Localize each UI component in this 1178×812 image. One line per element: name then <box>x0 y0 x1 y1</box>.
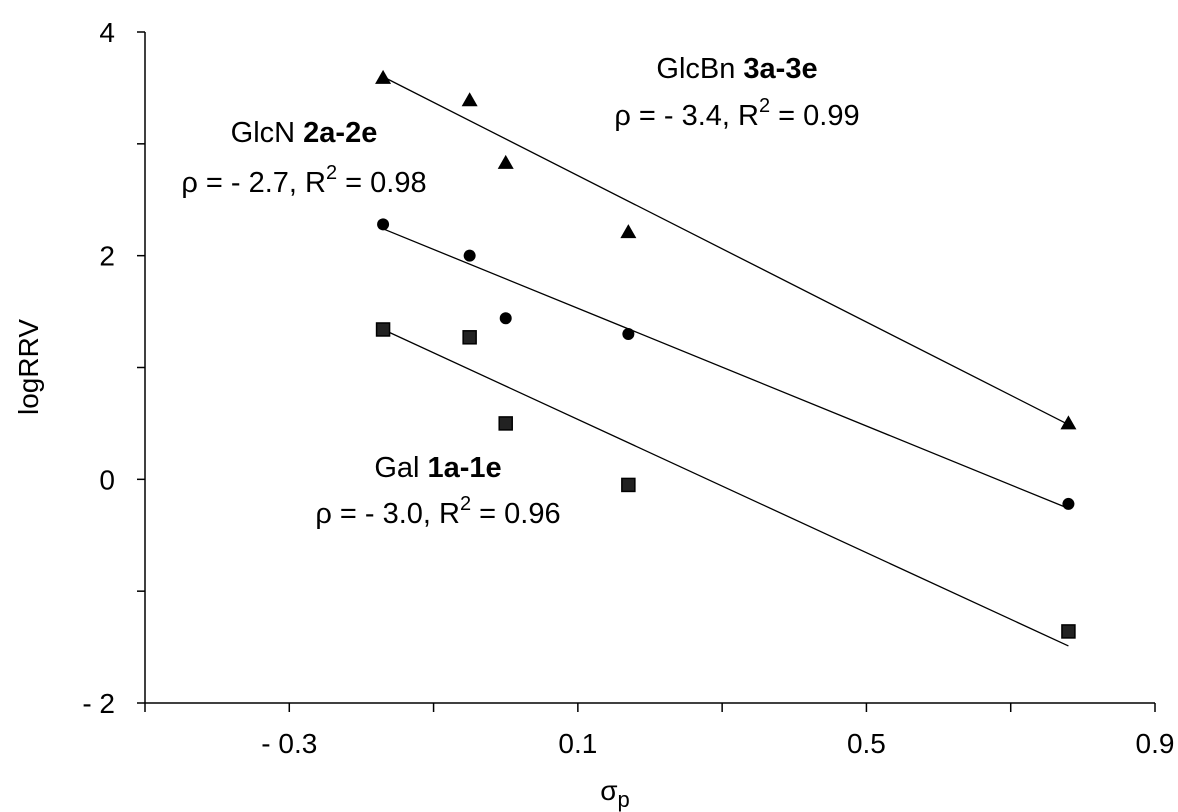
point-glcn <box>463 249 476 262</box>
annotation-glcbn-name: GlcBn 3a-3e <box>656 53 817 85</box>
x-axis-title-main: σ <box>600 775 617 806</box>
annotation-glcbn-stats: ρ = - 3.4, R2 = 0.99 <box>614 95 859 132</box>
y-tick-label: 2 <box>99 241 115 272</box>
annotation-gal-compound: 1a-1e <box>428 452 502 484</box>
point-glcbn <box>461 92 478 107</box>
fit-line-gal <box>382 328 1069 647</box>
point-gal <box>1061 624 1076 639</box>
fit-line-glcn <box>382 228 1069 510</box>
fit-line-glcbn <box>382 76 1069 426</box>
annotation-glcbn-sugar: GlcBn <box>656 53 743 85</box>
annotation-glcn-compound: 2a-2e <box>303 117 377 149</box>
y-axis-title: logRRV <box>13 319 44 415</box>
x-tick-label: 0.9 <box>1136 728 1175 759</box>
point-glcbn <box>1060 415 1077 430</box>
point-glcn <box>1062 497 1075 510</box>
y-tick-label: 4 <box>99 17 115 48</box>
point-glcbn <box>497 154 514 169</box>
point-glcn <box>499 312 512 325</box>
x-axis-title: σp <box>600 775 630 812</box>
point-gal <box>462 330 477 345</box>
annotation-gal-stats: ρ = - 3.0, R2 = 0.96 <box>315 493 560 530</box>
y-tick-label: - 2 <box>82 688 115 719</box>
annotation-glcn-sugar: GlcN <box>231 117 304 149</box>
x-axis-title-subscript: p <box>618 787 630 812</box>
y-tick-label: 0 <box>99 464 115 495</box>
point-glcn <box>622 327 635 340</box>
fit-lines <box>382 76 1069 647</box>
point-gal <box>621 477 636 493</box>
x-tick-label: 0.1 <box>558 728 597 759</box>
point-glcbn <box>375 69 392 84</box>
markers <box>375 69 1077 639</box>
annotation-gal-sugar: Gal <box>374 452 427 484</box>
x-tick-label: 0.5 <box>847 728 886 759</box>
annotation-glcbn-compound: 3a-3e <box>743 53 817 85</box>
annotation-gal-name: Gal 1a-1e <box>374 452 501 484</box>
x-tick-label: - 0.3 <box>261 728 317 759</box>
point-glcn <box>377 218 390 231</box>
point-gal <box>375 322 391 337</box>
point-gal <box>498 416 513 431</box>
annotation-glcn-stats: ρ = - 2.7, R2 = 0.98 <box>181 162 426 199</box>
annotation-glcn-name: GlcN 2a-2e <box>231 117 378 149</box>
axes: 4 2 0 - 2 - 0.3 0.1 0.5 0.9 <box>82 17 1174 759</box>
point-glcbn <box>620 224 637 239</box>
